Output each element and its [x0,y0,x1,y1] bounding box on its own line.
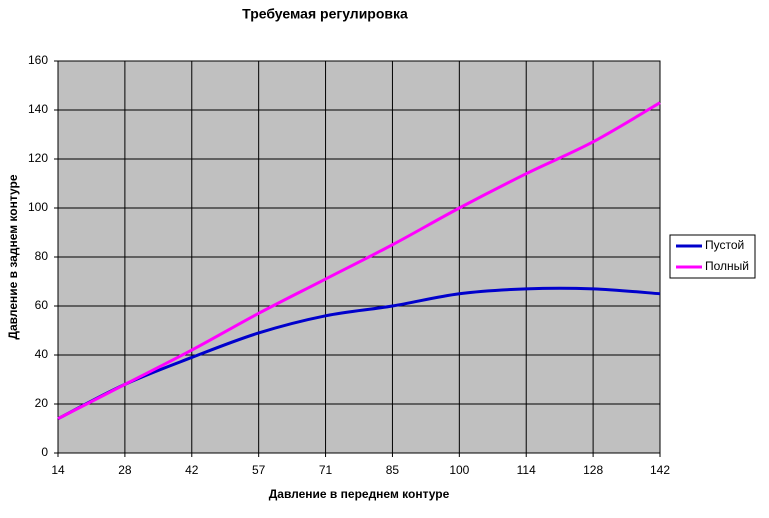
x-tick-label: 142 [650,463,670,477]
x-tick-label: 71 [319,463,333,477]
x-tick-label: 128 [583,463,603,477]
x-tick-label: 114 [517,463,536,477]
chart-title: Требуемая регулировка [242,6,408,22]
series-line [57,286,661,421]
y-tick-label: 160 [28,53,48,67]
plot-border [57,60,661,454]
y-tick-label: 80 [35,249,49,263]
x-tick-label: 57 [252,463,266,477]
x-tick-label: 85 [386,463,400,477]
x-axis-title: Давление в переднем контуре [269,487,450,501]
x-tick-label: 100 [449,463,469,477]
legend-label: Пустой [705,238,744,252]
x-tick-label: 28 [118,463,132,477]
legend-label: Полный [705,259,749,273]
y-tick-label: 0 [41,445,48,459]
x-tick-label: 14 [51,463,65,477]
y-tick-label: 40 [35,347,49,361]
y-tick-label: 20 [35,396,49,410]
y-tick-label: 60 [35,298,49,312]
y-tick-label: 140 [28,102,48,116]
y-axis-title: Давление в заднем контуре [6,174,20,339]
legend [669,234,756,279]
y-tick-label: 100 [28,200,48,214]
series-line [57,101,661,421]
y-tick-label: 120 [28,151,48,165]
x-tick-label: 42 [185,463,199,477]
